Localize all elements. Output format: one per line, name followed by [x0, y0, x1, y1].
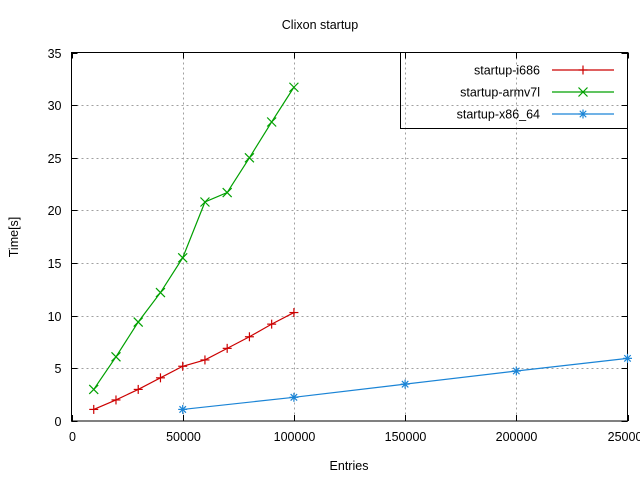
chart-legend: startup-i686 startup-armv7l startup-x86_64: [400, 52, 628, 129]
data-point-marker: [288, 82, 299, 93]
legend-label: startup-x86_64: [457, 108, 540, 122]
plot-area-border: [71, 52, 628, 422]
series-line: [93, 86, 295, 390]
data-point-marker: [111, 351, 121, 362]
data-point-marker: [200, 197, 210, 207]
y-tick-label: 5: [55, 362, 62, 376]
data-point-marker: [89, 404, 99, 414]
x-tick-label: 150000: [385, 430, 427, 444]
data-point-marker: [623, 353, 632, 363]
series-startup-armv7l: [88, 82, 299, 395]
data-point-marker: [578, 65, 588, 75]
data-point-marker: [400, 379, 410, 389]
legend-border: [400, 52, 628, 129]
legend-entry-startup-i686[interactable]: startup-i686: [474, 64, 614, 78]
data-point-marker: [178, 404, 188, 414]
y-tick-label: 20: [48, 204, 62, 218]
data-series-layer: [88, 82, 632, 414]
data-point-marker: [222, 343, 232, 353]
data-point-marker: [200, 355, 210, 365]
y-tick-label: 15: [48, 257, 62, 271]
legend-label: startup-i686: [474, 64, 540, 78]
data-point-marker: [155, 287, 166, 298]
y-tick-label: 0: [55, 415, 62, 429]
data-point-marker: [289, 392, 299, 402]
series-startup-i686: [89, 308, 299, 414]
data-point-marker: [133, 317, 144, 327]
data-point-marker: [133, 384, 143, 394]
chart-title: Clixon startup: [282, 18, 358, 32]
data-point-marker: [511, 366, 521, 376]
x-axis-tick-labels: 0 50000 100000 150000 200000 250000: [69, 430, 640, 444]
data-point-marker: [267, 319, 277, 329]
x-tick-label: 250000: [608, 430, 640, 444]
legend-entry-startup-armv7l[interactable]: startup-armv7l: [460, 86, 614, 100]
legend-entry-startup-x86_64[interactable]: startup-x86_64: [457, 108, 614, 122]
data-point-marker: [178, 361, 188, 371]
data-point-marker: [222, 187, 233, 198]
data-point-marker: [289, 308, 299, 318]
data-point-marker: [578, 87, 588, 97]
data-point-marker: [244, 332, 254, 342]
legend-label: startup-armv7l: [460, 86, 540, 100]
x-tick-label: 200000: [496, 430, 538, 444]
data-point-marker: [578, 109, 588, 119]
data-point-marker: [111, 395, 121, 405]
data-point-marker: [266, 117, 277, 127]
data-point-marker: [88, 384, 99, 395]
data-point-marker: [177, 252, 188, 263]
x-tick-label: 100000: [274, 430, 316, 444]
data-point-marker: [244, 152, 255, 163]
x-axis-label: Entries: [330, 459, 369, 473]
series-line: [93, 312, 295, 410]
x-tick-label: 50000: [166, 430, 201, 444]
y-axis-label: Time[s]: [7, 217, 21, 258]
y-tick-label: 35: [48, 47, 62, 61]
y-tick-label: 25: [48, 152, 62, 166]
x-tick-label: 0: [69, 430, 76, 444]
data-point-marker: [155, 373, 165, 383]
y-tick-label: 10: [48, 310, 62, 324]
y-axis-tick-labels: 0 5 10 15 20 25 30 35: [48, 47, 62, 429]
y-tick-label: 30: [48, 99, 62, 113]
series-startup-x86_64: [178, 353, 632, 414]
grid-lines: [71, 52, 628, 421]
